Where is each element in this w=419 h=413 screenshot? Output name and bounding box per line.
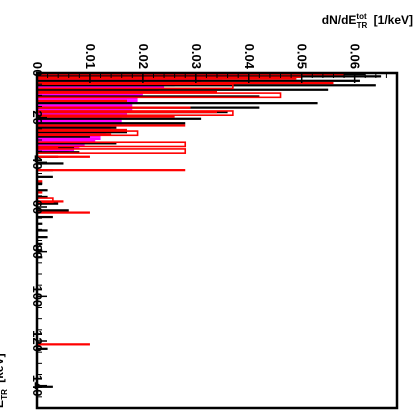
histogram-bar-series-2 (37, 175, 53, 178)
histogram-bar-series-3 (37, 110, 217, 114)
histogram-bar-series-3 (37, 146, 59, 149)
y-tick-label: 0.04 (242, 44, 257, 70)
histogram-bar-series-2 (37, 347, 48, 350)
histogram-bar-series-2 (37, 131, 127, 134)
histogram-bar-series-2 (37, 195, 48, 199)
histogram-bar-series-2 (37, 126, 117, 129)
histogram-bar-series-1 (37, 93, 143, 96)
histogram-bar-series-2 (37, 142, 117, 145)
histogram-bar-series-1 (37, 137, 101, 140)
histogram-bar-series-2 (37, 222, 43, 225)
histogram-bar-series-1 (37, 148, 75, 152)
histogram-bar-series-3 (37, 211, 90, 214)
histogram-bar-series-3 (37, 81, 334, 85)
histogram-bar-series-2 (37, 182, 43, 185)
histogram-bar-series-3 (37, 106, 191, 109)
histogram-bar-series-1 (37, 119, 122, 123)
histogram-bar-series-1 (37, 140, 96, 143)
histogram-bar-series-2 (37, 84, 376, 87)
histogram-bar-series-2 (37, 256, 43, 259)
histogram-bar-series-3 (37, 200, 64, 203)
histogram-bar-series-3 (37, 90, 217, 94)
histogram-bar-series-2 (37, 117, 202, 120)
histogram-bar-series-2 (37, 95, 260, 98)
histogram-bar-series-2 (37, 122, 186, 125)
histogram-bar-series-3 (37, 115, 175, 118)
histogram-bar-series-2 (37, 79, 360, 82)
histogram-bar-series-2 (37, 249, 43, 252)
y-tick-label: 0.05 (295, 44, 310, 69)
histogram-bar-series-3 (37, 343, 90, 346)
histogram-bar-series-1 (37, 113, 127, 116)
histogram-bar-series-2 (37, 209, 69, 212)
histogram-bar-series-1 (37, 104, 133, 107)
histogram-bar-series-2 (37, 385, 53, 388)
histogram-bar-series-2 (37, 242, 43, 245)
histogram-bar-series-3 (37, 133, 112, 136)
histogram-bar-series-3 (37, 124, 186, 127)
y-tick-label: 0 (30, 62, 45, 69)
histogram-bar-series-2 (37, 102, 318, 105)
histogram-bar-series-2 (37, 189, 48, 192)
histogram-bar-series-3 (37, 180, 43, 183)
histogram-bar-series-2 (37, 215, 53, 219)
histogram-bar-series-2 (37, 151, 80, 154)
histogram-bar-series-2 (37, 229, 48, 232)
histogram-bar-series-3 (37, 155, 90, 158)
y-tick-label: 0.02 (136, 44, 151, 69)
histogram-bar-series-3 (37, 128, 127, 132)
histogram-bar-series-2 (37, 88, 329, 91)
histogram-bar-series-2 (37, 202, 59, 205)
y-tick-label: 0.03 (189, 44, 204, 69)
histogram-bar-series-1 (37, 97, 138, 100)
histogram-bar-series-2 (37, 236, 48, 239)
histogram-bar-series-2 (37, 75, 382, 78)
histogram-bar-series-3 (37, 77, 297, 80)
histogram-bar-series-1 (37, 144, 85, 147)
histogram-bar-series-3 (37, 191, 43, 194)
histogram-bar-series-1 (37, 86, 165, 89)
histogram-bar-series-1 (37, 108, 133, 111)
histogram-bar-series-2 (37, 135, 90, 138)
histogram-bar-series-3 (37, 169, 186, 172)
histogram-bar-series-2 (37, 162, 64, 165)
y-tick-label: 0.06 (348, 44, 363, 69)
histogram-bar-series-3 (37, 99, 127, 103)
y-tick-label: 0.01 (83, 44, 98, 69)
y-axis-title: dN/dEtot TR [1/keV] (322, 12, 413, 30)
